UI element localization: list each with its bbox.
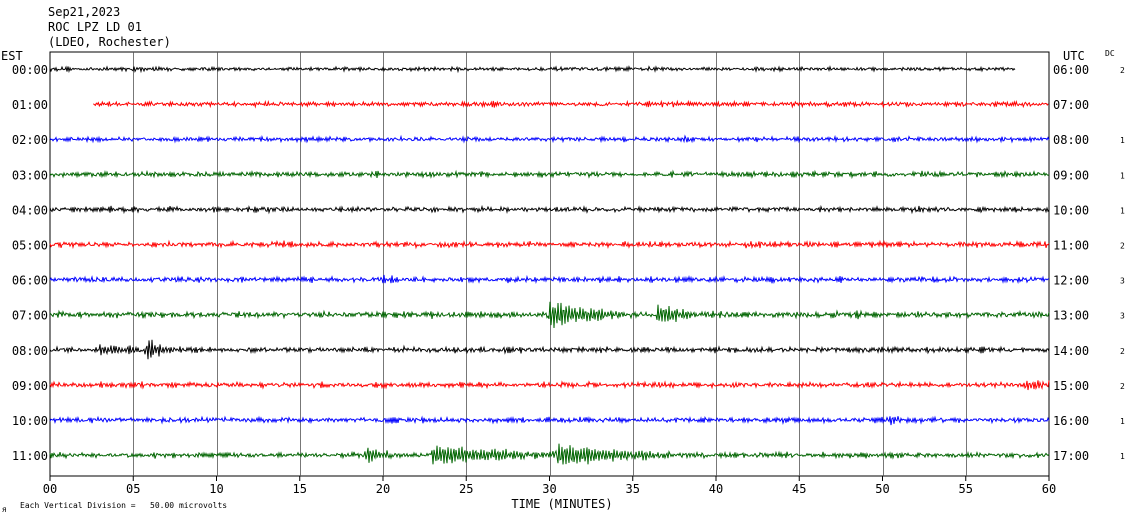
x-tick-label: 50 — [875, 482, 889, 496]
row-dc-value: 1 — [1120, 452, 1125, 461]
row-label-utc: 06:00 — [1053, 63, 1089, 77]
plot-grid — [49, 51, 1050, 477]
x-tick-label: 20 — [376, 482, 390, 496]
trace-line — [49, 134, 1050, 144]
x-tick-label: 15 — [293, 482, 307, 496]
trace-line — [49, 239, 1050, 250]
trace-line — [93, 99, 1049, 109]
row-dc-value: 2 — [1120, 242, 1125, 251]
row-labels: 00:00 06:00 2 01:00 07:00 02:00 08:00 1 03:00 09:… — [12, 63, 1125, 463]
header-station: ROC LPZ LD 01 — [48, 20, 142, 34]
row-label-utc: 08:00 — [1053, 133, 1089, 147]
x-tick-label: 30 — [542, 482, 556, 496]
row-dc-value: 3 — [1120, 277, 1125, 286]
x-tick-label: 40 — [709, 482, 723, 496]
row-label-est: 05:00 — [12, 239, 48, 253]
trace-line — [49, 65, 1016, 74]
row-dc-value: 1 — [1120, 206, 1125, 215]
trace-line — [49, 301, 1050, 329]
x-tick-label: 35 — [626, 482, 640, 496]
x-tick-label: 00 — [43, 482, 57, 496]
dc-column-title: DC — [1105, 49, 1115, 58]
x-axis: 00 05 10 15 20 25 30 35 40 45 50 55 60 — [43, 476, 1056, 496]
x-tick-label: 45 — [792, 482, 806, 496]
row-label-utc: 11:00 — [1053, 239, 1089, 253]
row-label-utc: 07:00 — [1053, 98, 1089, 112]
row-label-est: 03:00 — [12, 168, 48, 182]
trace-line — [49, 415, 1050, 426]
seismic-traces — [49, 65, 1050, 465]
row-label-est: 07:00 — [12, 309, 48, 323]
row-label-utc: 10:00 — [1053, 203, 1089, 217]
x-tick-label: 60 — [1042, 482, 1056, 496]
x-tick-label: 05 — [126, 482, 140, 496]
trace-line — [49, 274, 1050, 285]
row-label-utc: 17:00 — [1053, 449, 1089, 463]
row-label-est: 09:00 — [12, 379, 48, 393]
row-label-utc: 15:00 — [1053, 379, 1089, 393]
row-label-est: 10:00 — [12, 414, 48, 428]
row-dc-value: 1 — [1120, 171, 1125, 180]
footer-division-note: Each Vertical Division = 50.00 microvolt… — [20, 501, 227, 510]
row-label-est: 02:00 — [12, 133, 48, 147]
row-dc-value: 1 — [1120, 136, 1125, 145]
row-label-utc: 12:00 — [1053, 274, 1089, 288]
row-dc-value: 1 — [1120, 417, 1125, 426]
header-date: Sep21,2023 — [48, 5, 120, 19]
right-axis-title: UTC — [1063, 49, 1085, 63]
row-label-est: 00:00 — [12, 63, 48, 77]
row-dc-value: 2 — [1120, 382, 1125, 391]
row-dc-value: 2 — [1120, 347, 1125, 356]
row-label-utc: 13:00 — [1053, 309, 1089, 323]
trace-line — [49, 443, 1050, 465]
row-label-est: 11:00 — [12, 449, 48, 463]
footer-mark: ᴙ — [2, 505, 7, 514]
x-tick-label: 55 — [959, 482, 973, 496]
row-label-est: 04:00 — [12, 203, 48, 217]
header-network: (LDEO, Rochester) — [48, 35, 171, 49]
row-label-est: 08:00 — [12, 344, 48, 358]
row-label-utc: 16:00 — [1053, 414, 1089, 428]
x-axis-label: TIME (MINUTES) — [511, 497, 612, 511]
trace-line — [49, 339, 1050, 360]
trace-line — [49, 169, 1050, 180]
row-label-utc: 14:00 — [1053, 344, 1089, 358]
row-label-utc: 09:00 — [1053, 168, 1089, 182]
row-label-est: 06:00 — [12, 274, 48, 288]
x-tick-label: 10 — [209, 482, 223, 496]
trace-line — [49, 204, 1050, 215]
row-label-est: 01:00 — [12, 98, 48, 112]
row-dc-value: 3 — [1120, 312, 1125, 321]
x-tick-label: 25 — [459, 482, 473, 496]
plot-frame — [49, 51, 1050, 477]
trace-line — [49, 380, 1050, 391]
row-dc-value: 2 — [1120, 66, 1125, 75]
left-axis-title: EST — [1, 49, 23, 63]
